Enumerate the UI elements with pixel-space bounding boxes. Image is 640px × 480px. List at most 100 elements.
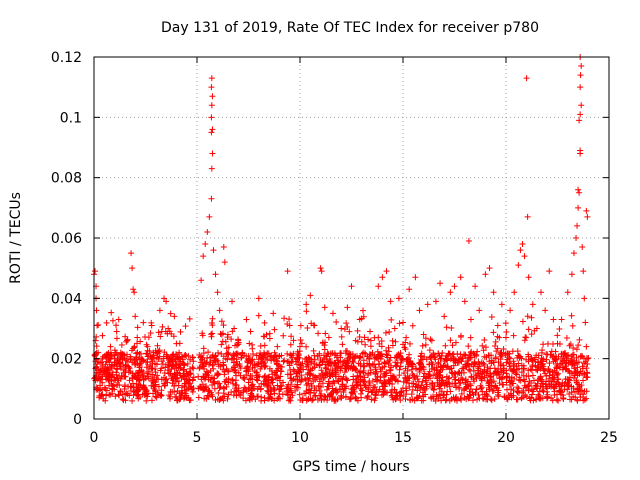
roti-noise-point: [429, 380, 436, 387]
roti-noise-point: [107, 391, 114, 398]
roti-noise-point: [353, 382, 360, 389]
roti-point: [286, 322, 293, 329]
roti-noise-point: [403, 387, 410, 394]
roti-noise-point: [534, 358, 541, 365]
roti-noise-point: [378, 343, 385, 350]
roti-noise-point: [168, 358, 175, 365]
roti-noise-point: [251, 368, 258, 375]
roti-noise-point: [267, 391, 274, 398]
roti-noise-point: [513, 396, 520, 403]
roti-point: [214, 289, 221, 296]
roti-noise-point: [528, 355, 535, 362]
roti-noise-point: [96, 394, 103, 401]
roti-noise-point: [178, 374, 185, 381]
roti-noise-point: [195, 394, 202, 401]
roti-point: [521, 253, 528, 260]
roti-noise-point: [342, 385, 349, 392]
roti-noise-point: [278, 368, 285, 375]
roti-noise-point: [298, 340, 305, 347]
roti-noise-point: [553, 396, 560, 403]
roti-noise-point: [133, 340, 140, 347]
roti-noise-point: [409, 363, 416, 370]
roti-noise-point: [249, 345, 256, 352]
roti-noise-point: [523, 393, 530, 400]
roti-noise-point: [158, 387, 165, 394]
roti-noise-point: [153, 376, 160, 383]
roti-noise-point: [565, 381, 572, 388]
roti-noise-point: [218, 341, 225, 348]
roti-noise-point: [100, 366, 107, 373]
roti-point: [212, 271, 219, 278]
roti-noise-point: [137, 374, 144, 381]
roti-noise-point: [421, 370, 428, 377]
roti-noise-point: [570, 393, 577, 400]
roti-point: [208, 102, 215, 109]
roti-point: [144, 343, 151, 350]
roti-noise-point: [310, 347, 317, 354]
roti-noise-point: [415, 394, 422, 401]
roti-noise-point: [230, 380, 237, 387]
roti-noise-point: [422, 341, 429, 348]
roti-noise-point: [310, 372, 317, 379]
roti-noise-point: [554, 332, 561, 339]
roti-noise-point: [172, 394, 179, 401]
y-tick-label: 0.02: [51, 352, 82, 368]
roti-noise-point: [403, 334, 410, 341]
roti-noise-point: [375, 389, 382, 396]
roti-noise-point: [167, 310, 174, 317]
roti-noise-point: [274, 375, 281, 382]
roti-noise-point: [492, 343, 499, 350]
roti-point: [578, 102, 585, 109]
roti-noise-point: [241, 376, 248, 383]
roti-point: [387, 298, 394, 305]
roti-noise-point: [216, 380, 223, 387]
roti-point: [507, 307, 514, 314]
roti-noise-point: [215, 389, 222, 396]
roti-noise-point: [498, 351, 505, 358]
roti-noise-point: [522, 334, 529, 341]
roti-point: [578, 63, 585, 70]
roti-noise-point: [499, 381, 506, 388]
roti-noise-point: [113, 369, 120, 376]
roti-noise-point: [115, 391, 122, 398]
roti-point: [579, 244, 586, 251]
x-tick-label: 20: [497, 430, 515, 446]
roti-noise-point: [325, 383, 332, 390]
roti-noise-point: [533, 396, 540, 403]
roti-noise-point: [297, 366, 304, 373]
roti-noise-point: [116, 382, 123, 389]
roti-point: [391, 325, 398, 332]
roti-noise-point: [563, 365, 570, 372]
roti-noise-point: [325, 378, 332, 385]
roti-noise-point: [279, 391, 286, 398]
roti-noise-point: [506, 350, 513, 357]
roti-noise-point: [216, 397, 223, 404]
roti-point: [451, 283, 458, 290]
roti-noise-point: [245, 366, 252, 373]
roti-point: [131, 289, 138, 296]
roti-point: [152, 349, 159, 356]
roti-point: [524, 213, 531, 220]
roti-noise-point: [507, 390, 514, 397]
roti-noise-point: [250, 351, 257, 358]
roti-point: [129, 265, 136, 272]
roti-noise-point: [529, 391, 536, 398]
roti-noise-point: [549, 369, 556, 376]
roti-noise-point: [100, 395, 107, 402]
roti-noise-point: [544, 394, 551, 401]
roti-point: [344, 304, 351, 311]
roti-noise-point: [382, 372, 389, 379]
roti-noise-point: [306, 389, 313, 396]
roti-noise-point: [576, 336, 583, 343]
roti-noise-point: [332, 373, 339, 380]
roti-noise-point: [363, 395, 370, 402]
roti-noise-point: [404, 356, 411, 363]
roti-point: [297, 343, 303, 350]
roti-noise-point: [329, 367, 336, 374]
roti-noise-point: [510, 332, 517, 339]
roti-noise-point: [323, 365, 330, 372]
roti-noise-point: [513, 363, 520, 370]
data-points: [91, 54, 592, 404]
roti-noise-point: [275, 395, 282, 402]
